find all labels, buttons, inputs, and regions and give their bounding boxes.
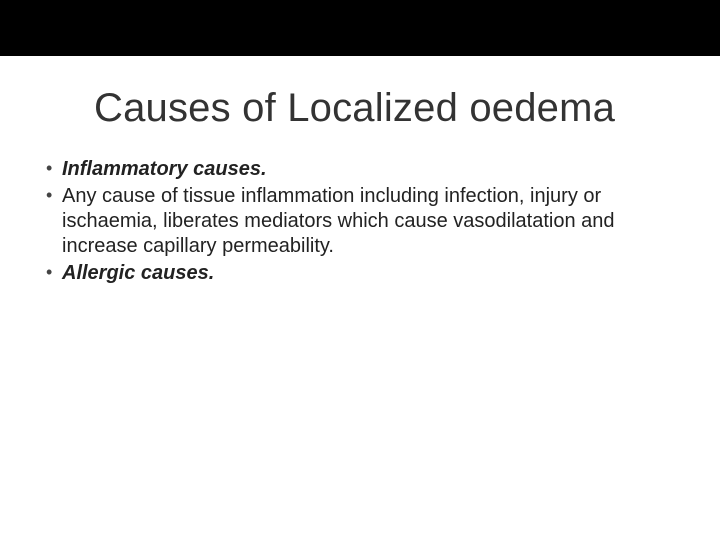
- bullet-text: Any cause of tissue inflammation includi…: [62, 185, 615, 257]
- list-item: Allergic causes.: [44, 261, 676, 286]
- list-item: Any cause of tissue inflammation includi…: [44, 184, 676, 259]
- top-bar: [0, 0, 720, 56]
- slide-title: Causes of Localized oedema: [94, 86, 676, 131]
- bullet-list: Inflammatory causes. Any cause of tissue…: [44, 157, 676, 286]
- bullet-text: Allergic causes.: [62, 262, 214, 284]
- slide-content: Causes of Localized oedema Inflammatory …: [0, 56, 720, 286]
- bullet-text: Inflammatory causes.: [62, 158, 267, 180]
- list-item: Inflammatory causes.: [44, 157, 676, 182]
